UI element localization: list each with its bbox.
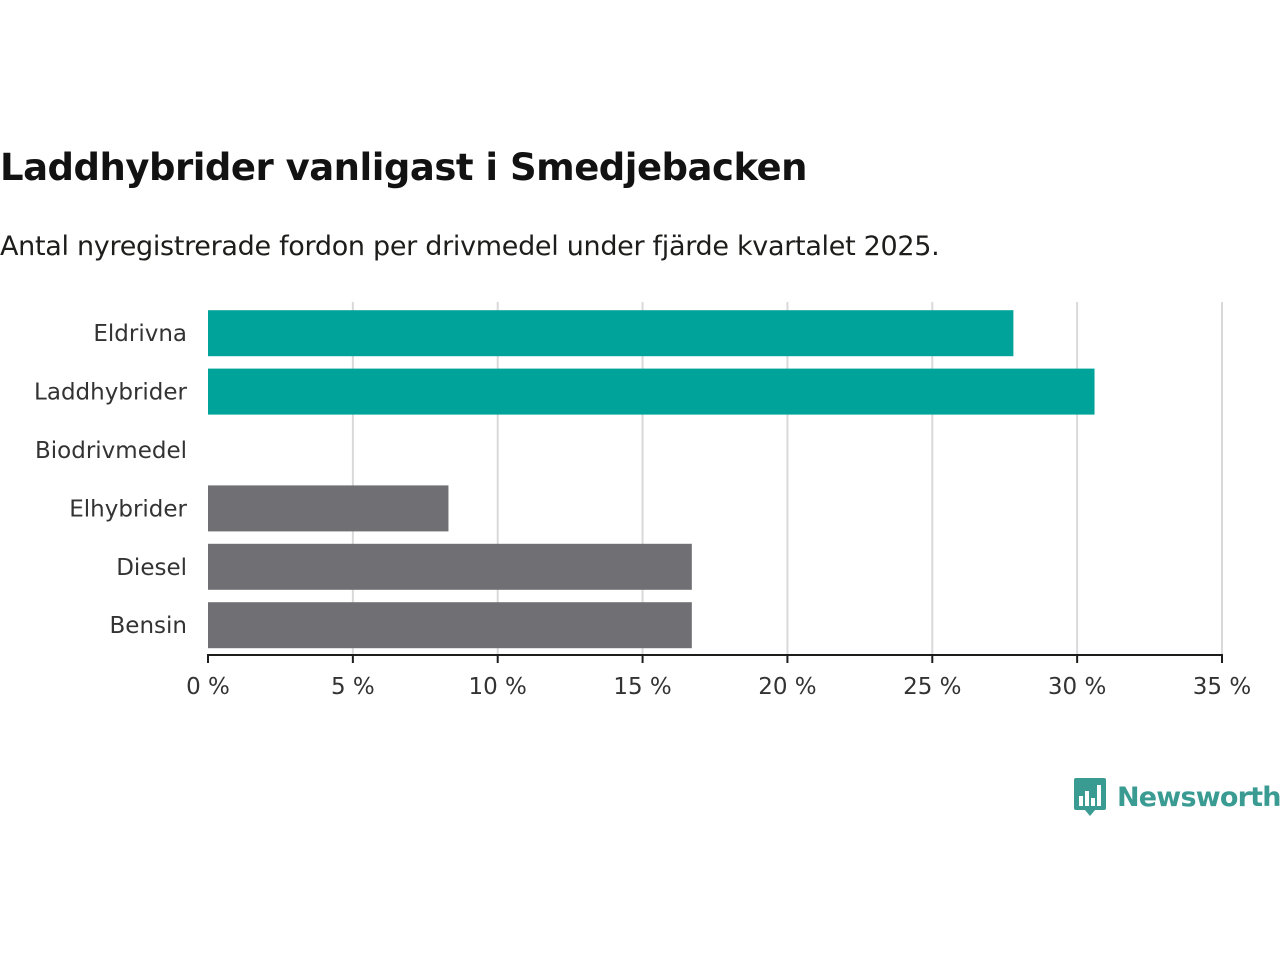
x-tick-label-6: 30 % <box>1048 674 1106 700</box>
bar-diesel <box>208 543 692 590</box>
x-tick-label-3: 15 % <box>613 674 671 700</box>
chart-subtitle: Antal nyregistrerade fordon per drivmede… <box>0 231 940 262</box>
x-axis: 0 % 5 % 10 % 15 % 20 % 25 % 30 % 35 % <box>186 654 1251 700</box>
category-labels: Eldrivna Laddhybrider Biodrivmedel Elhybrid… <box>34 321 187 639</box>
category-label-eldrivna: Eldrivna <box>93 321 187 347</box>
bar-eldrivna <box>208 310 1014 357</box>
x-tick-label-2: 10 % <box>468 674 526 700</box>
logo-text: Newsworthy <box>1117 781 1280 813</box>
grid-lines <box>351 302 1223 655</box>
category-label-biodrivmedel: Biodrivmedel <box>35 438 187 464</box>
x-tick-label-0: 0 % <box>186 674 230 700</box>
category-label-laddhybrider: Laddhybrider <box>34 380 187 406</box>
bars <box>208 310 1095 649</box>
x-tick-label-1: 5 % <box>331 674 375 700</box>
category-label-bensin: Bensin <box>110 613 187 639</box>
bar-chart-speech-bubble-icon <box>1074 778 1106 816</box>
newsworthy-logo: Newsworthy <box>1073 776 1280 818</box>
category-label-diesel: Diesel <box>116 555 187 581</box>
bar-elhybrider <box>208 485 449 532</box>
category-label-elhybrider: Elhybrider <box>69 496 187 522</box>
x-tick-label-4: 20 % <box>758 674 816 700</box>
chart-title: Laddhybrider vanligast i Smedjebacken <box>0 146 808 189</box>
x-tick-label-7: 35 % <box>1193 674 1251 700</box>
bar-bensin <box>208 602 692 649</box>
bar-laddhybrider <box>208 368 1095 415</box>
x-tick-label-5: 25 % <box>903 674 961 700</box>
